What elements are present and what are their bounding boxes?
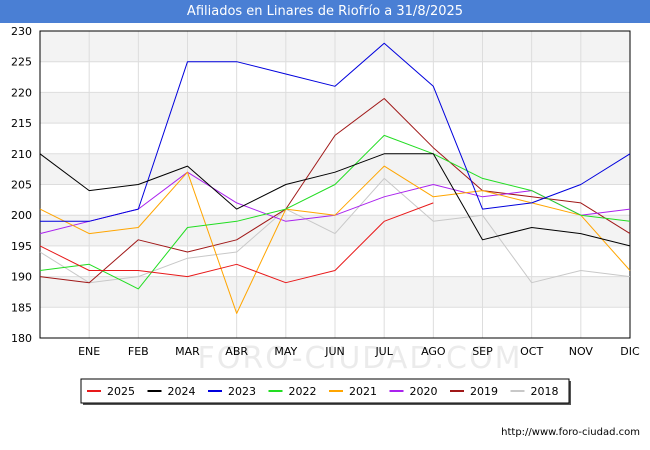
x-tick-abr: ABR <box>225 345 248 358</box>
y-tick-180: 180 <box>11 332 32 345</box>
plot-frame <box>39 30 631 339</box>
chart-title: Afiliados en Linares de Riofrío a 31/8/2… <box>0 0 650 23</box>
series-line-2019 <box>39 98 631 284</box>
legend-label-2021: 2021 <box>349 385 377 398</box>
legend-label-2020: 2020 <box>410 385 438 398</box>
legend-label-2018: 2018 <box>531 385 559 398</box>
x-tick-ene: ENE <box>78 345 100 358</box>
x-tick-jun: JUN <box>324 345 345 358</box>
x-tick-dic: DIC <box>620 345 640 358</box>
y-tick-190: 190 <box>11 271 32 284</box>
series-line-2024 <box>39 153 631 247</box>
x-tick-sep: SEP <box>472 345 493 358</box>
y-tick-225: 225 <box>11 56 32 69</box>
x-tick-feb: FEB <box>128 345 149 358</box>
legend-label-2022: 2022 <box>289 385 317 398</box>
y-tick-205: 205 <box>11 179 32 192</box>
legend-label-2023: 2023 <box>228 385 256 398</box>
y-tick-195: 195 <box>11 240 32 253</box>
x-tick-ago: AGO <box>421 345 446 358</box>
series-lines <box>39 42 631 314</box>
x-tick-may: MAY <box>274 345 297 358</box>
x-tick-nov: NOV <box>569 345 594 358</box>
source-credit: http://www.foro-ciudad.com <box>501 427 640 438</box>
legend-label-2019: 2019 <box>470 385 498 398</box>
watermark-text: FORO-CIUDAD.COM <box>198 341 523 376</box>
x-tick-mar: MAR <box>175 345 200 358</box>
y-tick-185: 185 <box>11 301 32 314</box>
y-tick-215: 215 <box>11 117 32 130</box>
x-tick-oct: OCT <box>520 345 543 358</box>
legend-label-2025: 2025 <box>107 385 135 398</box>
y-axis-ticks: 180 185 190 195 200 205 210 215 220 225 230 <box>11 25 32 345</box>
series-line-2018 <box>39 177 631 284</box>
y-tick-210: 210 <box>11 148 32 161</box>
y-tick-220: 220 <box>11 86 32 99</box>
x-axis-ticks: ENE FEB MAR ABR MAY JUN JUL AGO SEP OCT NOV DIC <box>78 345 640 358</box>
y-tick-230: 230 <box>11 25 32 38</box>
series-line-2025 <box>39 202 434 284</box>
series-line-2022 <box>39 134 631 290</box>
legend-box <box>80 378 570 404</box>
legend-label-2024: 2024 <box>168 385 196 398</box>
x-tick-jul: JUL <box>374 345 393 358</box>
y-tick-200: 200 <box>11 209 32 222</box>
legend: 2025 2024 2023 2022 2021 2020 2019 2018 <box>80 378 571 405</box>
series-line-2023 <box>40 42 631 222</box>
